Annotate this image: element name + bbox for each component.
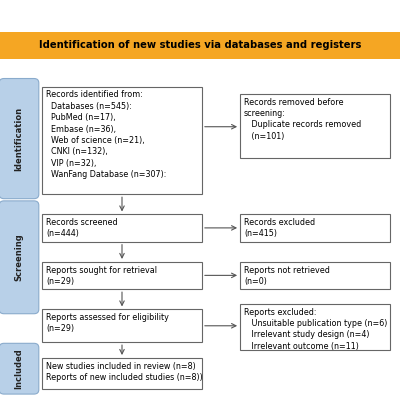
Text: Reports excluded:
   Unsuitable publication type (n=6)
   Irrelevant study desig: Reports excluded: Unsuitable publication…	[244, 308, 387, 351]
Text: Records removed before
screening:
   Duplicate records removed
   (n=101): Records removed before screening: Duplic…	[244, 98, 361, 141]
Text: Identification: Identification	[14, 106, 24, 171]
Text: Records screened
(n=444): Records screened (n=444)	[46, 218, 118, 239]
FancyBboxPatch shape	[42, 358, 202, 389]
FancyBboxPatch shape	[0, 343, 39, 394]
FancyBboxPatch shape	[0, 79, 39, 198]
FancyBboxPatch shape	[42, 262, 202, 289]
Text: Reports not retrieved
(n=0): Reports not retrieved (n=0)	[244, 266, 330, 286]
FancyBboxPatch shape	[240, 304, 390, 349]
FancyBboxPatch shape	[42, 309, 202, 342]
Text: Records excluded
(n=415): Records excluded (n=415)	[244, 218, 315, 239]
FancyBboxPatch shape	[240, 214, 390, 242]
FancyBboxPatch shape	[240, 262, 390, 289]
FancyBboxPatch shape	[0, 32, 400, 59]
Text: Records identified from:
  Databases (n=545):
  PubMed (n=17),
  Embase (n=36),
: Records identified from: Databases (n=54…	[46, 90, 166, 179]
FancyBboxPatch shape	[0, 201, 39, 314]
FancyBboxPatch shape	[42, 87, 202, 194]
Text: Reports assessed for eligibility
(n=29): Reports assessed for eligibility (n=29)	[46, 313, 169, 333]
FancyBboxPatch shape	[42, 214, 202, 242]
Text: Reports sought for retrieval
(n=29): Reports sought for retrieval (n=29)	[46, 266, 157, 286]
Text: Included: Included	[14, 348, 24, 389]
Text: Screening: Screening	[14, 233, 24, 281]
FancyBboxPatch shape	[240, 94, 390, 158]
Text: Identification of new studies via databases and registers: Identification of new studies via databa…	[39, 40, 361, 50]
Text: New studies included in review (n=8)
Reports of new included studies (n=8)): New studies included in review (n=8) Rep…	[46, 362, 203, 382]
